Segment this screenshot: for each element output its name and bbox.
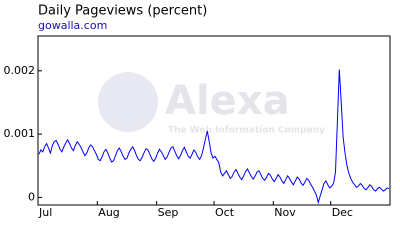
- x-tick-label: Nov: [274, 206, 296, 219]
- x-tick-label: Sep: [158, 206, 179, 219]
- chart-title: Daily Pageviews (percent): [38, 4, 207, 19]
- x-tick-label: Aug: [98, 206, 119, 219]
- y-tick-label: 0.001: [4, 127, 36, 140]
- x-tick-label: Oct: [215, 206, 235, 219]
- watermark-logo: [98, 72, 158, 132]
- series-line: [38, 69, 390, 205]
- x-tick-label: Jul: [38, 206, 52, 219]
- chart-subtitle: gowalla.com: [38, 19, 107, 32]
- y-tick-label: 0: [28, 190, 35, 203]
- y-tick-label: 0.002: [4, 64, 36, 77]
- x-tick-label: Dec: [332, 206, 353, 219]
- watermark: Alexa: [165, 78, 290, 124]
- watermark-tagline: The Web Information Company: [168, 126, 325, 136]
- chart: Daily Pageviews (percent) gowalla.com Al…: [4, 4, 391, 219]
